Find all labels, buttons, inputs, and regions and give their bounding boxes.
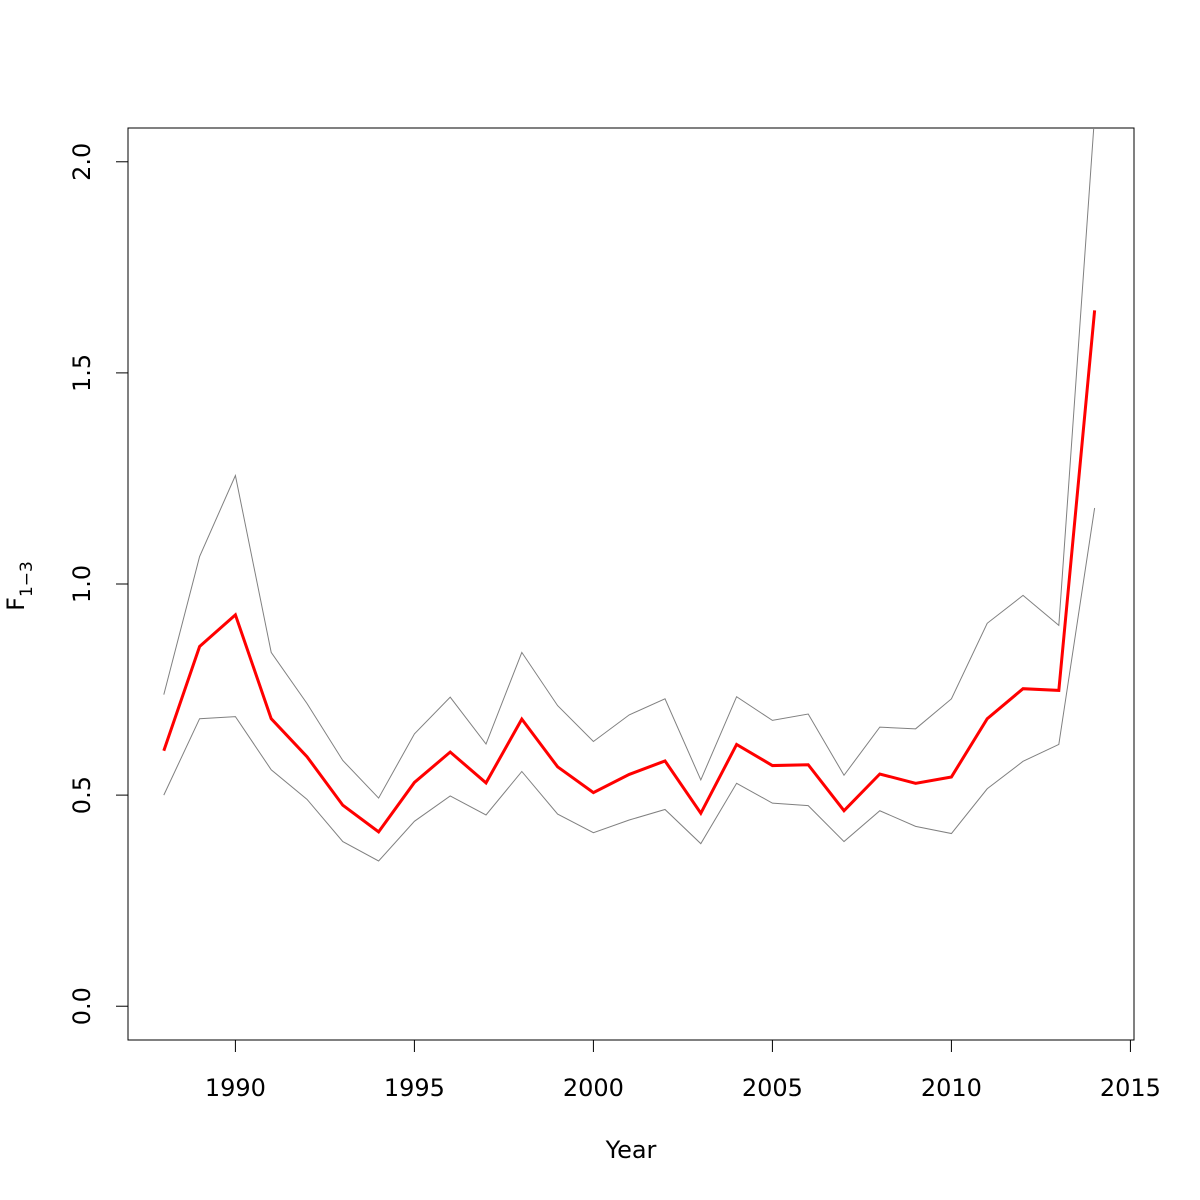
series-line-estimate	[162, 310, 1097, 834]
x-tick-label: 1995	[384, 1074, 445, 1102]
x-axis: 1990 1995 2000 2005 2010 2015	[205, 1039, 1161, 1102]
y-axis-label-subscript: 1−3	[17, 561, 37, 597]
series-line-upper	[163, 128, 1095, 799]
series-layer	[162, 128, 1097, 862]
x-axis-label: Year	[605, 1136, 657, 1164]
plot-frame	[127, 127, 1135, 1041]
x-tick-label: 2015	[1100, 1074, 1161, 1102]
y-tick-label: 2.0	[68, 143, 96, 181]
x-tick-label: 2005	[742, 1074, 803, 1102]
x-tick-label: 1990	[205, 1074, 266, 1102]
y-tick-label: 0.0	[68, 987, 96, 1025]
series-line-lower	[163, 507, 1096, 862]
y-axis-label-main: F	[2, 597, 30, 611]
y-tick-label: 0.5	[68, 776, 96, 814]
x-tick-label: 2010	[921, 1074, 982, 1102]
x-tick-label: 2000	[563, 1074, 624, 1102]
y-tick-label: 1.5	[68, 354, 96, 392]
y-tick-label: 1.0	[68, 565, 96, 603]
y-axis: 0.0 0.5 1.0 1.5 2.0	[68, 143, 129, 1025]
y-axis-label: F1−3	[2, 561, 37, 611]
